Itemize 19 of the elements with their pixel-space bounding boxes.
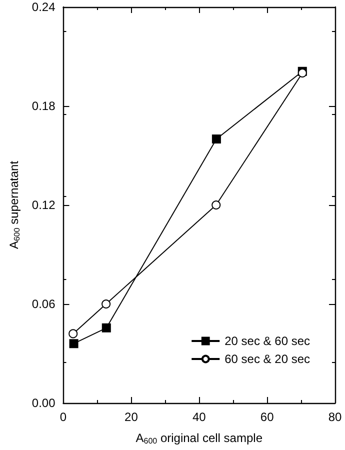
legend-label: 60 sec & 20 sec [224, 352, 310, 366]
point [212, 134, 221, 144]
x-tick-label: 40 [192, 410, 206, 424]
legend-label: 20 sec & 60 sec [224, 334, 310, 348]
y-tick-label: 0.24 [32, 0, 56, 14]
y-tick-label: 0.06 [32, 297, 56, 311]
point [212, 200, 221, 210]
point [69, 339, 78, 348]
x-tick-label: 80 [328, 410, 342, 424]
point [102, 323, 111, 332]
y-axis-title: A600 supernatant [7, 160, 22, 250]
x-tick-label: 60 [260, 410, 274, 424]
y-tick-label: 0.12 [32, 198, 56, 212]
x-tick-label: 20 [124, 410, 138, 424]
y-tick-label: 0.18 [32, 99, 56, 113]
y-tick-label: 0.00 [32, 396, 56, 410]
point [102, 300, 111, 308]
point [68, 329, 78, 338]
x-tick-label: 0 [60, 410, 67, 424]
